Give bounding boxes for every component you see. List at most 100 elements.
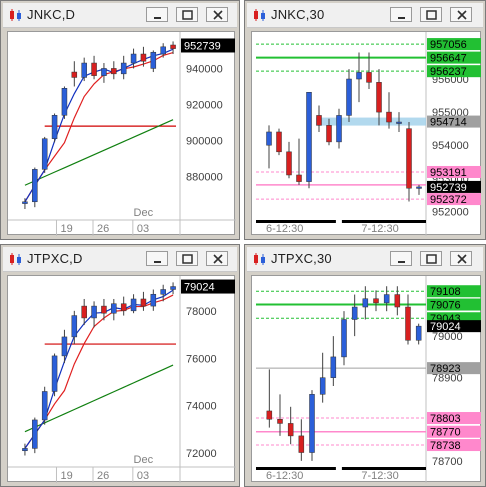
candle-body bbox=[32, 169, 38, 203]
close-button[interactable] bbox=[206, 251, 228, 266]
candle-body bbox=[405, 306, 411, 341]
candle-body bbox=[383, 294, 390, 304]
price-level-tag-label: 953191 bbox=[430, 167, 467, 179]
maximize-button[interactable] bbox=[420, 7, 442, 22]
chart-plot-area[interactable]: 79000 78900 78700 6-12:30 7-12:30 79108 79076 7… bbox=[251, 275, 482, 483]
candle-body bbox=[51, 115, 58, 139]
candle-body bbox=[51, 355, 58, 392]
candle-body bbox=[81, 305, 87, 319]
candle-body bbox=[160, 46, 166, 55]
maximize-button[interactable] bbox=[176, 7, 198, 22]
minimize-button[interactable] bbox=[390, 7, 412, 22]
price-level-tag bbox=[427, 412, 481, 425]
candle-body bbox=[41, 138, 48, 170]
candle-body bbox=[61, 88, 68, 116]
price-level-tag bbox=[427, 320, 481, 333]
candle-body bbox=[406, 128, 412, 189]
date-axis-label: 6-12:30 bbox=[266, 470, 303, 482]
window-titlebar[interactable]: JNKC,D bbox=[3, 3, 237, 28]
date-axis-label: 7-12:30 bbox=[361, 470, 398, 482]
date-axis-label: 6-12:30 bbox=[266, 223, 303, 235]
minimize-button[interactable] bbox=[146, 7, 168, 22]
candle-body bbox=[140, 53, 147, 62]
candle-body bbox=[120, 62, 127, 75]
candle-body bbox=[170, 44, 176, 49]
close-icon bbox=[213, 254, 223, 264]
price-level-tag-label: 79024 bbox=[430, 321, 461, 333]
candle-body bbox=[386, 111, 392, 123]
candle-body bbox=[91, 62, 97, 76]
session-gap bbox=[335, 220, 342, 223]
chart-plot-area[interactable]: 956000 955000 954000 953000 952000 6-12:30 7-1… bbox=[251, 31, 482, 236]
candle-body bbox=[286, 151, 292, 176]
candle-body bbox=[140, 298, 147, 307]
price-axis-label: 78000 bbox=[186, 306, 217, 318]
price-level-tag-label: 957056 bbox=[430, 39, 467, 51]
price-level-tag bbox=[427, 115, 481, 128]
price-axis-label: 920000 bbox=[186, 99, 223, 111]
maximize-button[interactable] bbox=[420, 251, 442, 266]
close-button[interactable] bbox=[206, 7, 228, 22]
candle-body bbox=[160, 289, 166, 295]
chart-window-jnkc-30min[interactable]: JNKC,30 956000 955000 954000 953000 952000 6-… bbox=[244, 0, 486, 240]
close-icon bbox=[457, 254, 467, 264]
candle-body bbox=[170, 286, 176, 290]
candle-body bbox=[309, 394, 315, 453]
price-level-tag-label: 954714 bbox=[430, 117, 467, 129]
price-level-tag bbox=[427, 362, 481, 375]
date-axis-label: 19 bbox=[60, 223, 72, 235]
minimize-icon bbox=[154, 261, 161, 263]
maximize-button[interactable] bbox=[176, 251, 198, 266]
candle-body bbox=[266, 131, 272, 146]
date-axis-label: 26 bbox=[97, 223, 109, 235]
price-level-tag bbox=[427, 425, 481, 438]
price-axis-label: 880000 bbox=[186, 172, 223, 184]
price-level-tag bbox=[427, 38, 481, 51]
price-level-tag bbox=[427, 285, 481, 298]
candle-body bbox=[130, 298, 137, 312]
chart-plot-area[interactable]: 78000 76000 74000 72000 19 26 03 Dec 79024 bbox=[7, 275, 236, 483]
candlestick-app-icon bbox=[254, 9, 265, 21]
chart-plot-area[interactable]: 940000 920000 900000 880000 19 26 03 Dec 952739 bbox=[7, 31, 236, 236]
window-titlebar[interactable]: JNKC,30 bbox=[247, 3, 483, 28]
window-titlebar[interactable]: JTPXC,D bbox=[3, 247, 237, 272]
candle-body bbox=[326, 125, 332, 143]
chart-window-jtpxc-daily[interactable]: JTPXC,D 78000 76000 74000 72000 19 26 03 Dec 790… bbox=[0, 244, 240, 487]
price-level-tag bbox=[427, 439, 481, 452]
date-axis-label: 7-12:30 bbox=[361, 223, 398, 235]
minimize-button[interactable] bbox=[390, 251, 412, 266]
candle-body bbox=[130, 53, 137, 64]
close-button[interactable] bbox=[450, 251, 472, 266]
month-overlay-label: Dec bbox=[134, 454, 154, 466]
candle-body bbox=[341, 319, 347, 358]
chart-window-jnkc-daily[interactable]: JNKC,D 940000 920000 900000 880000 19 26 03 Dec… bbox=[0, 0, 240, 240]
candle-body bbox=[277, 419, 283, 424]
candle-body bbox=[296, 174, 302, 182]
close-icon bbox=[457, 10, 467, 20]
date-axis-label: 19 bbox=[60, 470, 72, 482]
price-level-tag bbox=[427, 65, 481, 78]
long-moving-average-line bbox=[24, 119, 174, 186]
price-axis-label: 952000 bbox=[432, 206, 469, 218]
close-icon bbox=[213, 10, 223, 20]
close-button[interactable] bbox=[450, 7, 472, 22]
candle-body bbox=[287, 423, 294, 437]
candle-body bbox=[306, 92, 312, 182]
candle-body bbox=[111, 68, 117, 75]
price-level-tag bbox=[427, 165, 481, 178]
candle-body bbox=[22, 448, 28, 452]
minimize-button[interactable] bbox=[146, 251, 168, 266]
chart-window-jtpxc-30min[interactable]: JTPXC,30 79000 78900 78700 6-12:30 7-12:30 79… bbox=[244, 244, 486, 487]
candle-body bbox=[394, 294, 401, 308]
short-moving-average-line bbox=[24, 289, 174, 449]
candle-body bbox=[61, 336, 68, 357]
window-titlebar[interactable]: JTPXC,30 bbox=[247, 247, 483, 272]
candle-body bbox=[111, 303, 117, 314]
price-level-tag-label: 78770 bbox=[430, 427, 461, 439]
daily-candlestick-chart[interactable]: 940000 920000 900000 880000 19 26 03 Dec 952739 bbox=[8, 32, 236, 236]
maximize-icon bbox=[426, 10, 437, 20]
current-price-tag bbox=[181, 38, 235, 53]
daily-candlestick-chart[interactable]: 78000 76000 74000 72000 19 26 03 Dec 79024 bbox=[8, 276, 236, 483]
intraday-candlestick-chart[interactable]: 79000 78900 78700 6-12:30 7-12:30 79108 79076 7… bbox=[252, 276, 482, 483]
